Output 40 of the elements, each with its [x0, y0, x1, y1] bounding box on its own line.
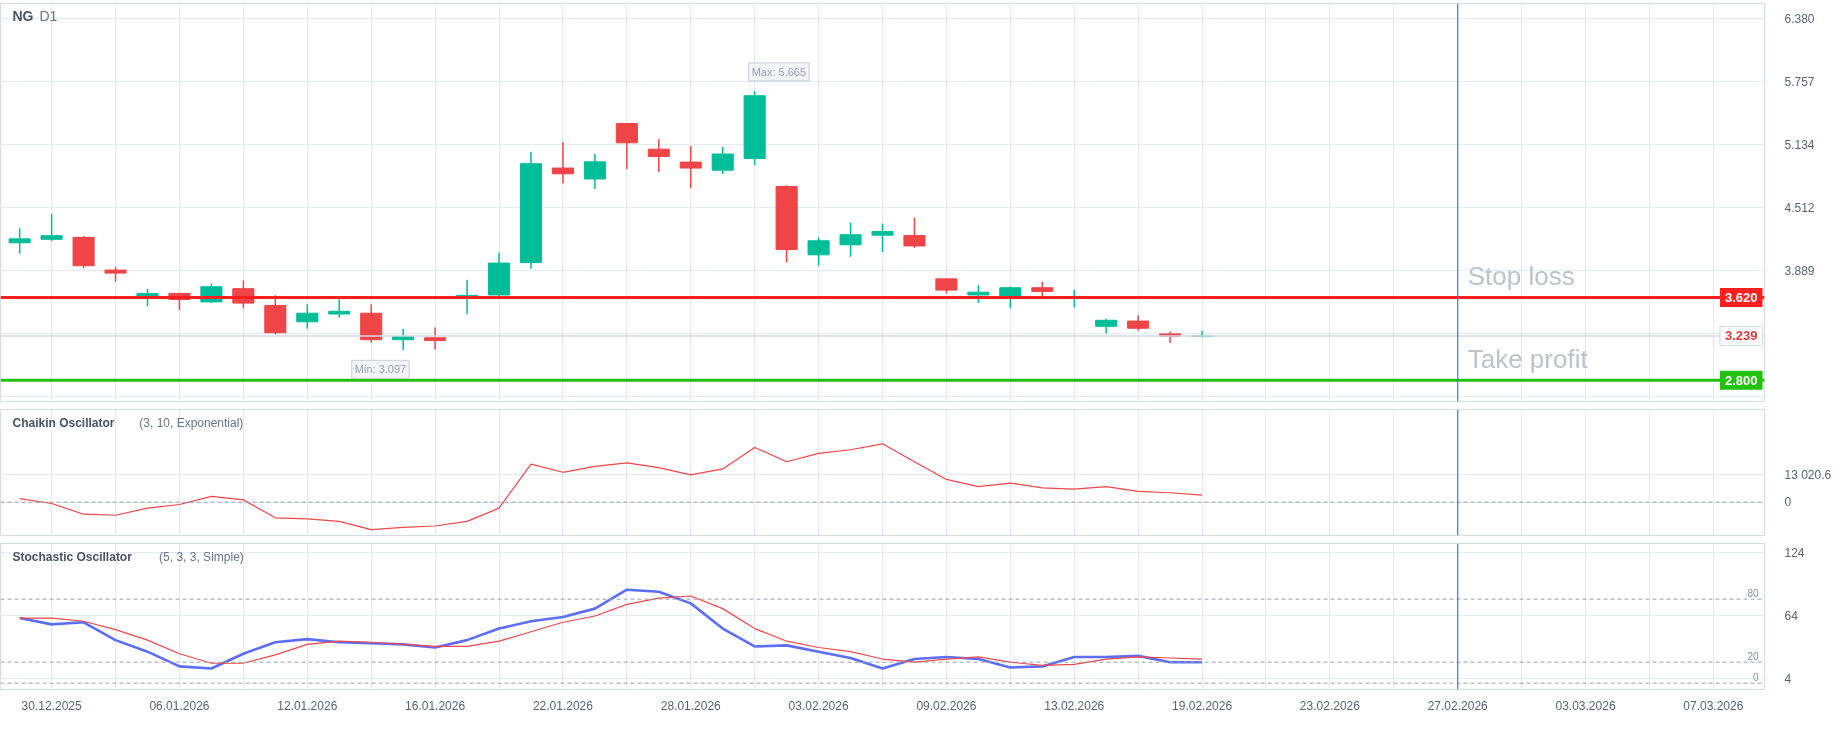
annotation: Stop loss [1467, 261, 1575, 292]
x-tick-label: 27.02.2026 [1427, 698, 1489, 713]
y-tick-label: 5.757 [1784, 75, 1815, 90]
text: Chaikin Oscillator [12, 415, 115, 430]
x-tick-label: 23.02.2026 [1299, 698, 1361, 713]
x-tick-label: 06.01.2026 [149, 698, 210, 713]
ref-line-label: 0 [1752, 672, 1759, 684]
annotation: Min: 3.097 [354, 363, 407, 376]
y-tick-label: 124 [1784, 546, 1805, 561]
annotation: Max: 5.665 [751, 65, 807, 78]
x-tick-label: 03.03.2026 [1555, 698, 1616, 713]
y-tick-label: 64 [1784, 609, 1799, 624]
y-tick-label: 4.512 [1784, 200, 1815, 215]
x-tick-label: 30.12.2025 [21, 698, 82, 713]
y-tick-label: 4 [1784, 672, 1792, 687]
x-tick-label: 19.02.2026 [1172, 698, 1233, 713]
text: Stochastic Oscillator [12, 549, 133, 564]
text: (3, 10, Exponential) [139, 415, 244, 430]
x-tick-label: 09.02.2026 [916, 698, 977, 713]
y-tick-label: 3.889 [1784, 263, 1815, 278]
chart-subtitle: D1 [39, 7, 58, 24]
ref-line-label: 20 [1747, 651, 1759, 663]
ref-line-label: 80 [1747, 588, 1759, 600]
y-tick-label: 6.380 [1784, 12, 1815, 27]
x-tick-label: 28.01.2026 [660, 698, 722, 713]
ref-line-label: 3.239 [1724, 328, 1758, 344]
x-tick-label: 03.02.2026 [788, 698, 849, 713]
x-tick-label: 16.01.2026 [405, 698, 466, 713]
y-tick-label: 5.134 [1784, 138, 1815, 153]
x-tick-label: 12.01.2026 [277, 698, 338, 713]
x-tick-label: 22.01.2026 [532, 698, 594, 713]
x-tick-label: 13.02.2026 [1044, 698, 1105, 713]
x-tick-label: 07.03.2026 [1683, 698, 1744, 713]
y-tick-label: 13 020.6 [1784, 467, 1832, 482]
y-tick-label: 0 [1784, 495, 1792, 510]
ref-line-label: 2.800 [1724, 372, 1758, 388]
text: (5, 3, 3, Simple) [159, 549, 244, 564]
annotation: Take profit [1467, 344, 1589, 375]
chart-title: NG [12, 7, 34, 24]
ref-line-label: 3.620 [1724, 289, 1758, 305]
